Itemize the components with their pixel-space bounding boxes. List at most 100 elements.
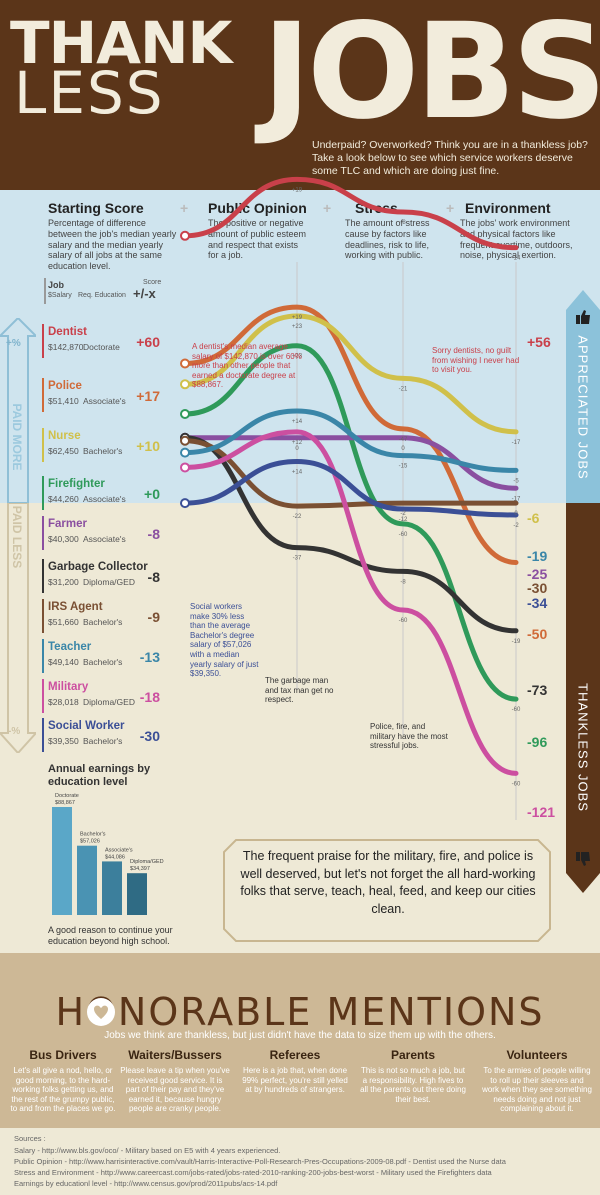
source-line: Public Opinion - http://www.harrisintera… [14,1157,506,1166]
end-score-label: -30 [527,580,547,596]
job-salary: $142,870 [48,342,84,352]
thumbs-down-icon [576,852,590,866]
point-label: +19 [292,187,303,193]
pct-minus: -% [8,726,21,737]
earnings-bar [77,845,97,915]
job-row [42,428,170,462]
end-score-label: -96 [527,734,547,750]
job-name: Police [48,380,82,392]
sources-section [0,1128,600,1195]
point-label: -60 [399,618,408,624]
point-label: -17 [512,440,521,446]
job-score: -9 [147,609,160,625]
quote-text: The frequent praise for the military, fi… [240,849,536,916]
job-row [42,718,170,752]
header-intro: Underpaid? Overworked? Think you are in … [312,139,588,178]
point-label: 0 [514,511,518,517]
earnings-bar-chart: Doctorate$88,867 Bachelor's$57,026 Associa… [52,793,164,915]
job-salary: $44,260 [48,494,79,504]
legend-score-label: Score [143,279,162,286]
honorable-section [0,953,600,1128]
thankless-band [0,503,600,953]
col-starting-score-desc: Percentage of difference between the job… [48,218,177,272]
job-name: Dentist [48,326,87,338]
honorable-item-text: Please leave a tip when you've received … [120,1066,230,1114]
point-label: -21 [399,386,408,392]
honorable-item-title: Waiters/Bussers [128,1048,222,1062]
series-start-point [180,498,190,509]
thankless-ribbon [566,503,600,893]
job-education: Diploma/GED [83,697,135,707]
col-starting-score-title: Starting Score [48,200,144,216]
title-less: LESS [14,59,165,127]
point-label: -17 [512,496,521,502]
point-label: -2 [400,511,406,517]
plus-sign-3: + [446,200,455,216]
job-score: +60 [136,334,160,350]
legend-job: Job [48,280,65,290]
job-salary: $51,660 [48,617,79,627]
plus-sign-1: + [180,200,189,216]
job-row [42,679,170,713]
paid-less-arrow [0,503,36,753]
legend-score-symbol: +/-x [133,286,156,301]
job-education: Associate's [83,534,126,544]
point-label: -8 [400,220,406,226]
series-start-point [180,435,190,446]
score-line-chart: +19-8-14+19-47+23-21-17+23-60-600 0-17-37… [180,176,555,820]
thumbs-up-icon [576,310,590,324]
job-name: IRS Agent [48,601,103,613]
earnings-bar-value: $88,867 [55,800,75,806]
earnings-bar-category: Doctorate [55,793,79,799]
job-education: Associate's [83,494,126,504]
end-score-label: +56 [527,334,551,350]
job-salary: $31,200 [48,577,79,587]
point-label: -60 [399,532,408,538]
point-label: 0 [295,446,299,452]
note-garbage: The garbage man and tax man get no respe… [265,676,334,705]
col-public-opinion-title: Public Opinion [208,200,307,216]
series-line-firefighter [182,343,519,702]
point-label: +12 [292,440,303,446]
job-name: Garbage Collector [48,561,148,573]
point-label: -19 [512,639,521,645]
earnings-bar [52,807,72,915]
source-line: Salary - http://www.bls.gov/oco/ - Milit… [14,1146,281,1155]
job-name: Military [48,681,89,693]
col-environment-title: Environment [465,200,551,216]
honorable-item-text: Here is a job that, when done 99% perfec… [242,1066,348,1095]
job-row [42,599,170,633]
series-line-social-worker [182,459,519,518]
series-start-point [180,379,190,390]
end-score-label: -73 [527,682,547,698]
note-stress: Police, fire, and military have the most… [370,722,448,751]
honorable-title: HONORABLE MENTIONS [55,990,545,1034]
note-social-worker: Social workers make 30% less than the av… [190,602,259,679]
honorable-item-title: Parents [390,1048,436,1062]
quote-frame [223,839,551,942]
job-education: Associate's [83,396,126,406]
job-education: Doctorate [83,342,120,352]
col-stress-desc: The amount of stress cause by factors li… [345,218,430,261]
legend-box [44,278,164,304]
series-start-point [180,462,190,473]
job-row [42,559,170,593]
pct-plus: +% [6,338,21,349]
point-label: -60 [512,781,521,787]
honorable-item-text: This is not so much a job, but a respons… [360,1066,466,1104]
col-environment-desc: The jobs' work environment and physical … [460,218,573,261]
note-sorry: Sorry dentists, no guilt from wishing I … [432,346,520,375]
earnings-bar-value: $34,397 [130,866,150,872]
earnings-bar-category: Bachelor's [80,832,106,838]
col-public-opinion-desc: The positive or negative amount of publi… [208,218,307,261]
end-score-label: -121 [527,804,555,820]
job-education: Bachelor's [83,617,123,627]
point-label: +14 [292,470,303,476]
earnings-title: Annual earnings by education level [48,763,151,789]
point-label: +14 [292,419,303,425]
honorable-subtitle: Jobs we think are thankless, but just di… [104,1030,496,1041]
job-row [42,516,170,550]
job-salary: $28,018 [48,697,79,707]
legend-salary: $Salary [48,292,72,299]
job-score: -8 [147,569,160,585]
